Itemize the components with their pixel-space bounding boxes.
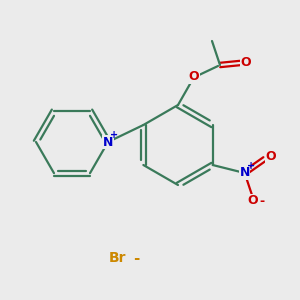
Text: N: N <box>239 167 250 179</box>
Text: O: O <box>189 70 199 83</box>
Text: +: + <box>247 161 255 171</box>
Text: +: + <box>110 130 118 140</box>
Text: O: O <box>241 56 251 70</box>
Text: O: O <box>247 194 258 208</box>
Text: O: O <box>265 151 276 164</box>
Text: -: - <box>133 250 139 266</box>
Text: Br: Br <box>109 251 127 265</box>
Text: N: N <box>103 136 113 148</box>
Text: -: - <box>259 194 264 208</box>
